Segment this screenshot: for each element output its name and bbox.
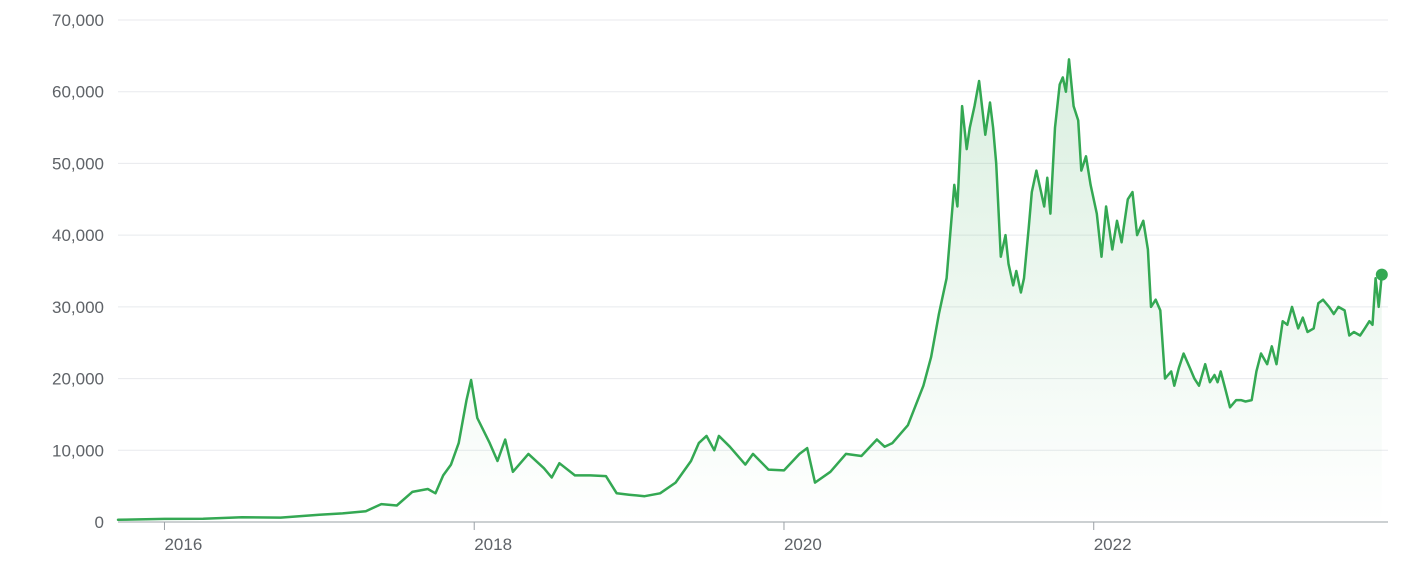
y-axis-label: 70,000 — [52, 11, 104, 30]
y-axis-label: 60,000 — [52, 83, 104, 102]
x-axis-label: 2022 — [1094, 535, 1132, 554]
y-axis-label: 30,000 — [52, 298, 104, 317]
y-axis-label: 10,000 — [52, 441, 104, 460]
x-axis-label: 2018 — [474, 535, 512, 554]
y-axis-label: 0 — [95, 513, 104, 532]
y-axis-label: 20,000 — [52, 370, 104, 389]
x-axis-label: 2016 — [164, 535, 202, 554]
series-area — [118, 59, 1382, 522]
y-axis-label: 40,000 — [52, 226, 104, 245]
price-chart: 0 10,000 20,000 30,000 40,000 50,000 60,000 70,… — [0, 0, 1428, 562]
chart-svg: 0 10,000 20,000 30,000 40,000 50,000 60,000 70,… — [0, 0, 1428, 562]
x-axis-label: 2020 — [784, 535, 822, 554]
end-point-marker — [1376, 269, 1388, 281]
y-axis-label: 50,000 — [52, 154, 104, 173]
